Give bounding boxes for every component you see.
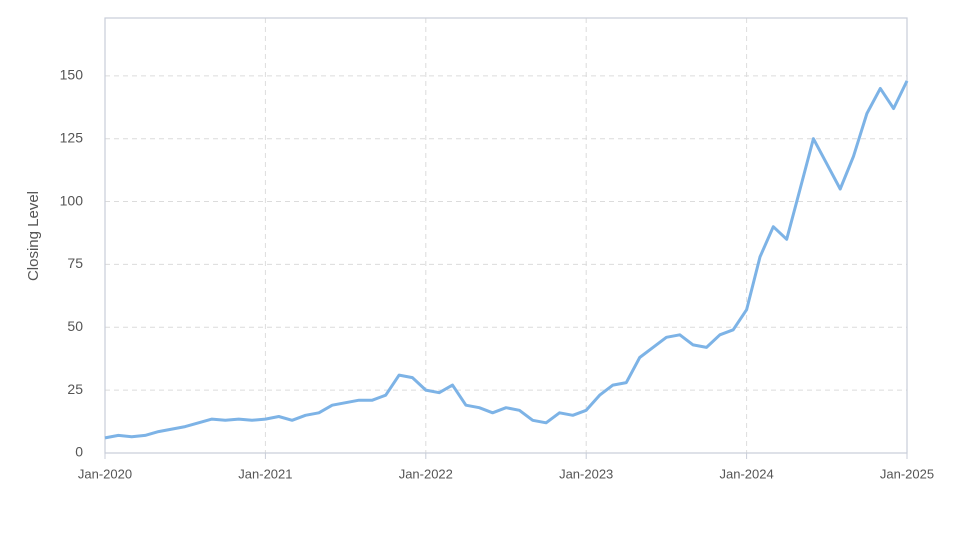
y-tick-label: 125 [60,129,84,145]
y-tick-label: 150 [60,67,84,83]
x-tick-label: Jan-2021 [238,466,292,481]
plot-frame [104,17,908,454]
y-tick-label: 100 [60,192,84,208]
line-series [104,80,909,440]
x-tick-label: Jan-2023 [559,466,613,481]
x-tick-label: Jan-2025 [880,466,934,481]
x-tick-label: Jan-2024 [719,466,773,481]
y-axis-label: Closing Level [25,191,42,281]
y-tick-label: 0 [75,444,83,460]
x-tick-label: Jan-2022 [399,466,453,481]
y-tick-label: 50 [67,318,83,334]
y-tick-label: 25 [67,381,83,397]
x-tick-label: Jan-2020 [78,466,132,481]
y-tick-label: 75 [67,255,83,271]
